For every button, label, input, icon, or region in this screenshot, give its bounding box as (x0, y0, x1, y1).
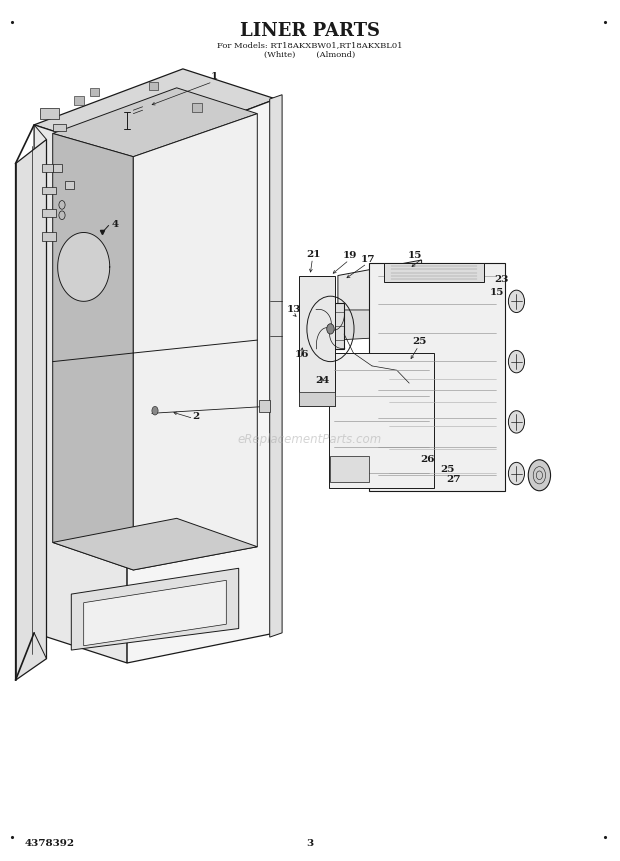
Text: 21: 21 (306, 250, 321, 258)
Polygon shape (34, 69, 276, 155)
Polygon shape (338, 260, 422, 319)
Text: 2: 2 (192, 412, 200, 421)
Polygon shape (84, 580, 226, 646)
Bar (299, 276, 335, 406)
Bar (53, 124, 66, 131)
Bar (74, 96, 84, 105)
Polygon shape (53, 88, 257, 157)
Bar (53, 164, 62, 172)
Polygon shape (34, 125, 127, 663)
Polygon shape (270, 95, 282, 637)
Bar (90, 88, 99, 96)
Bar (299, 392, 335, 406)
Circle shape (152, 406, 158, 415)
Text: 15: 15 (408, 251, 422, 260)
Polygon shape (335, 310, 415, 340)
Text: 25: 25 (440, 465, 454, 474)
Circle shape (508, 411, 525, 433)
Bar (192, 103, 202, 112)
Bar (42, 209, 56, 217)
Polygon shape (53, 518, 257, 570)
Polygon shape (58, 232, 110, 301)
Text: 4378392: 4378392 (25, 839, 75, 848)
Circle shape (508, 462, 525, 485)
Circle shape (327, 324, 334, 334)
Bar (329, 353, 434, 488)
Text: eReplacementParts.com: eReplacementParts.com (238, 432, 382, 446)
Circle shape (528, 460, 551, 491)
Bar (301, 303, 344, 349)
Bar (42, 164, 53, 172)
Bar (369, 263, 505, 491)
Text: 13: 13 (286, 305, 301, 313)
Text: 16: 16 (295, 350, 309, 359)
Text: 24: 24 (315, 376, 329, 385)
Bar (149, 82, 158, 90)
Bar (384, 263, 484, 282)
Circle shape (508, 290, 525, 313)
Text: 17: 17 (361, 255, 375, 263)
Bar (330, 456, 369, 482)
Bar (384, 366, 505, 488)
Text: 25: 25 (412, 338, 427, 346)
Text: 3: 3 (306, 839, 314, 848)
Text: (White)        (Almond): (White) (Almond) (264, 51, 356, 59)
Bar (65, 181, 74, 189)
Polygon shape (71, 568, 239, 650)
Circle shape (508, 350, 525, 373)
Polygon shape (53, 133, 133, 570)
Bar (42, 187, 56, 194)
Text: 1: 1 (211, 72, 218, 81)
Text: 4: 4 (112, 220, 118, 229)
Text: 19: 19 (343, 251, 357, 260)
Text: 15: 15 (490, 288, 504, 297)
Text: For Models: RT18AKXBW01,RT18AKXBL01: For Models: RT18AKXBW01,RT18AKXBL01 (217, 40, 403, 49)
Text: 27: 27 (446, 475, 461, 484)
Polygon shape (133, 114, 257, 570)
Bar (40, 108, 59, 119)
Bar (259, 400, 270, 412)
Bar (42, 232, 56, 241)
Text: LINER PARTS: LINER PARTS (240, 22, 380, 40)
Polygon shape (16, 139, 46, 680)
Text: 26: 26 (420, 455, 435, 464)
Text: 23: 23 (494, 276, 508, 284)
Polygon shape (127, 99, 276, 663)
